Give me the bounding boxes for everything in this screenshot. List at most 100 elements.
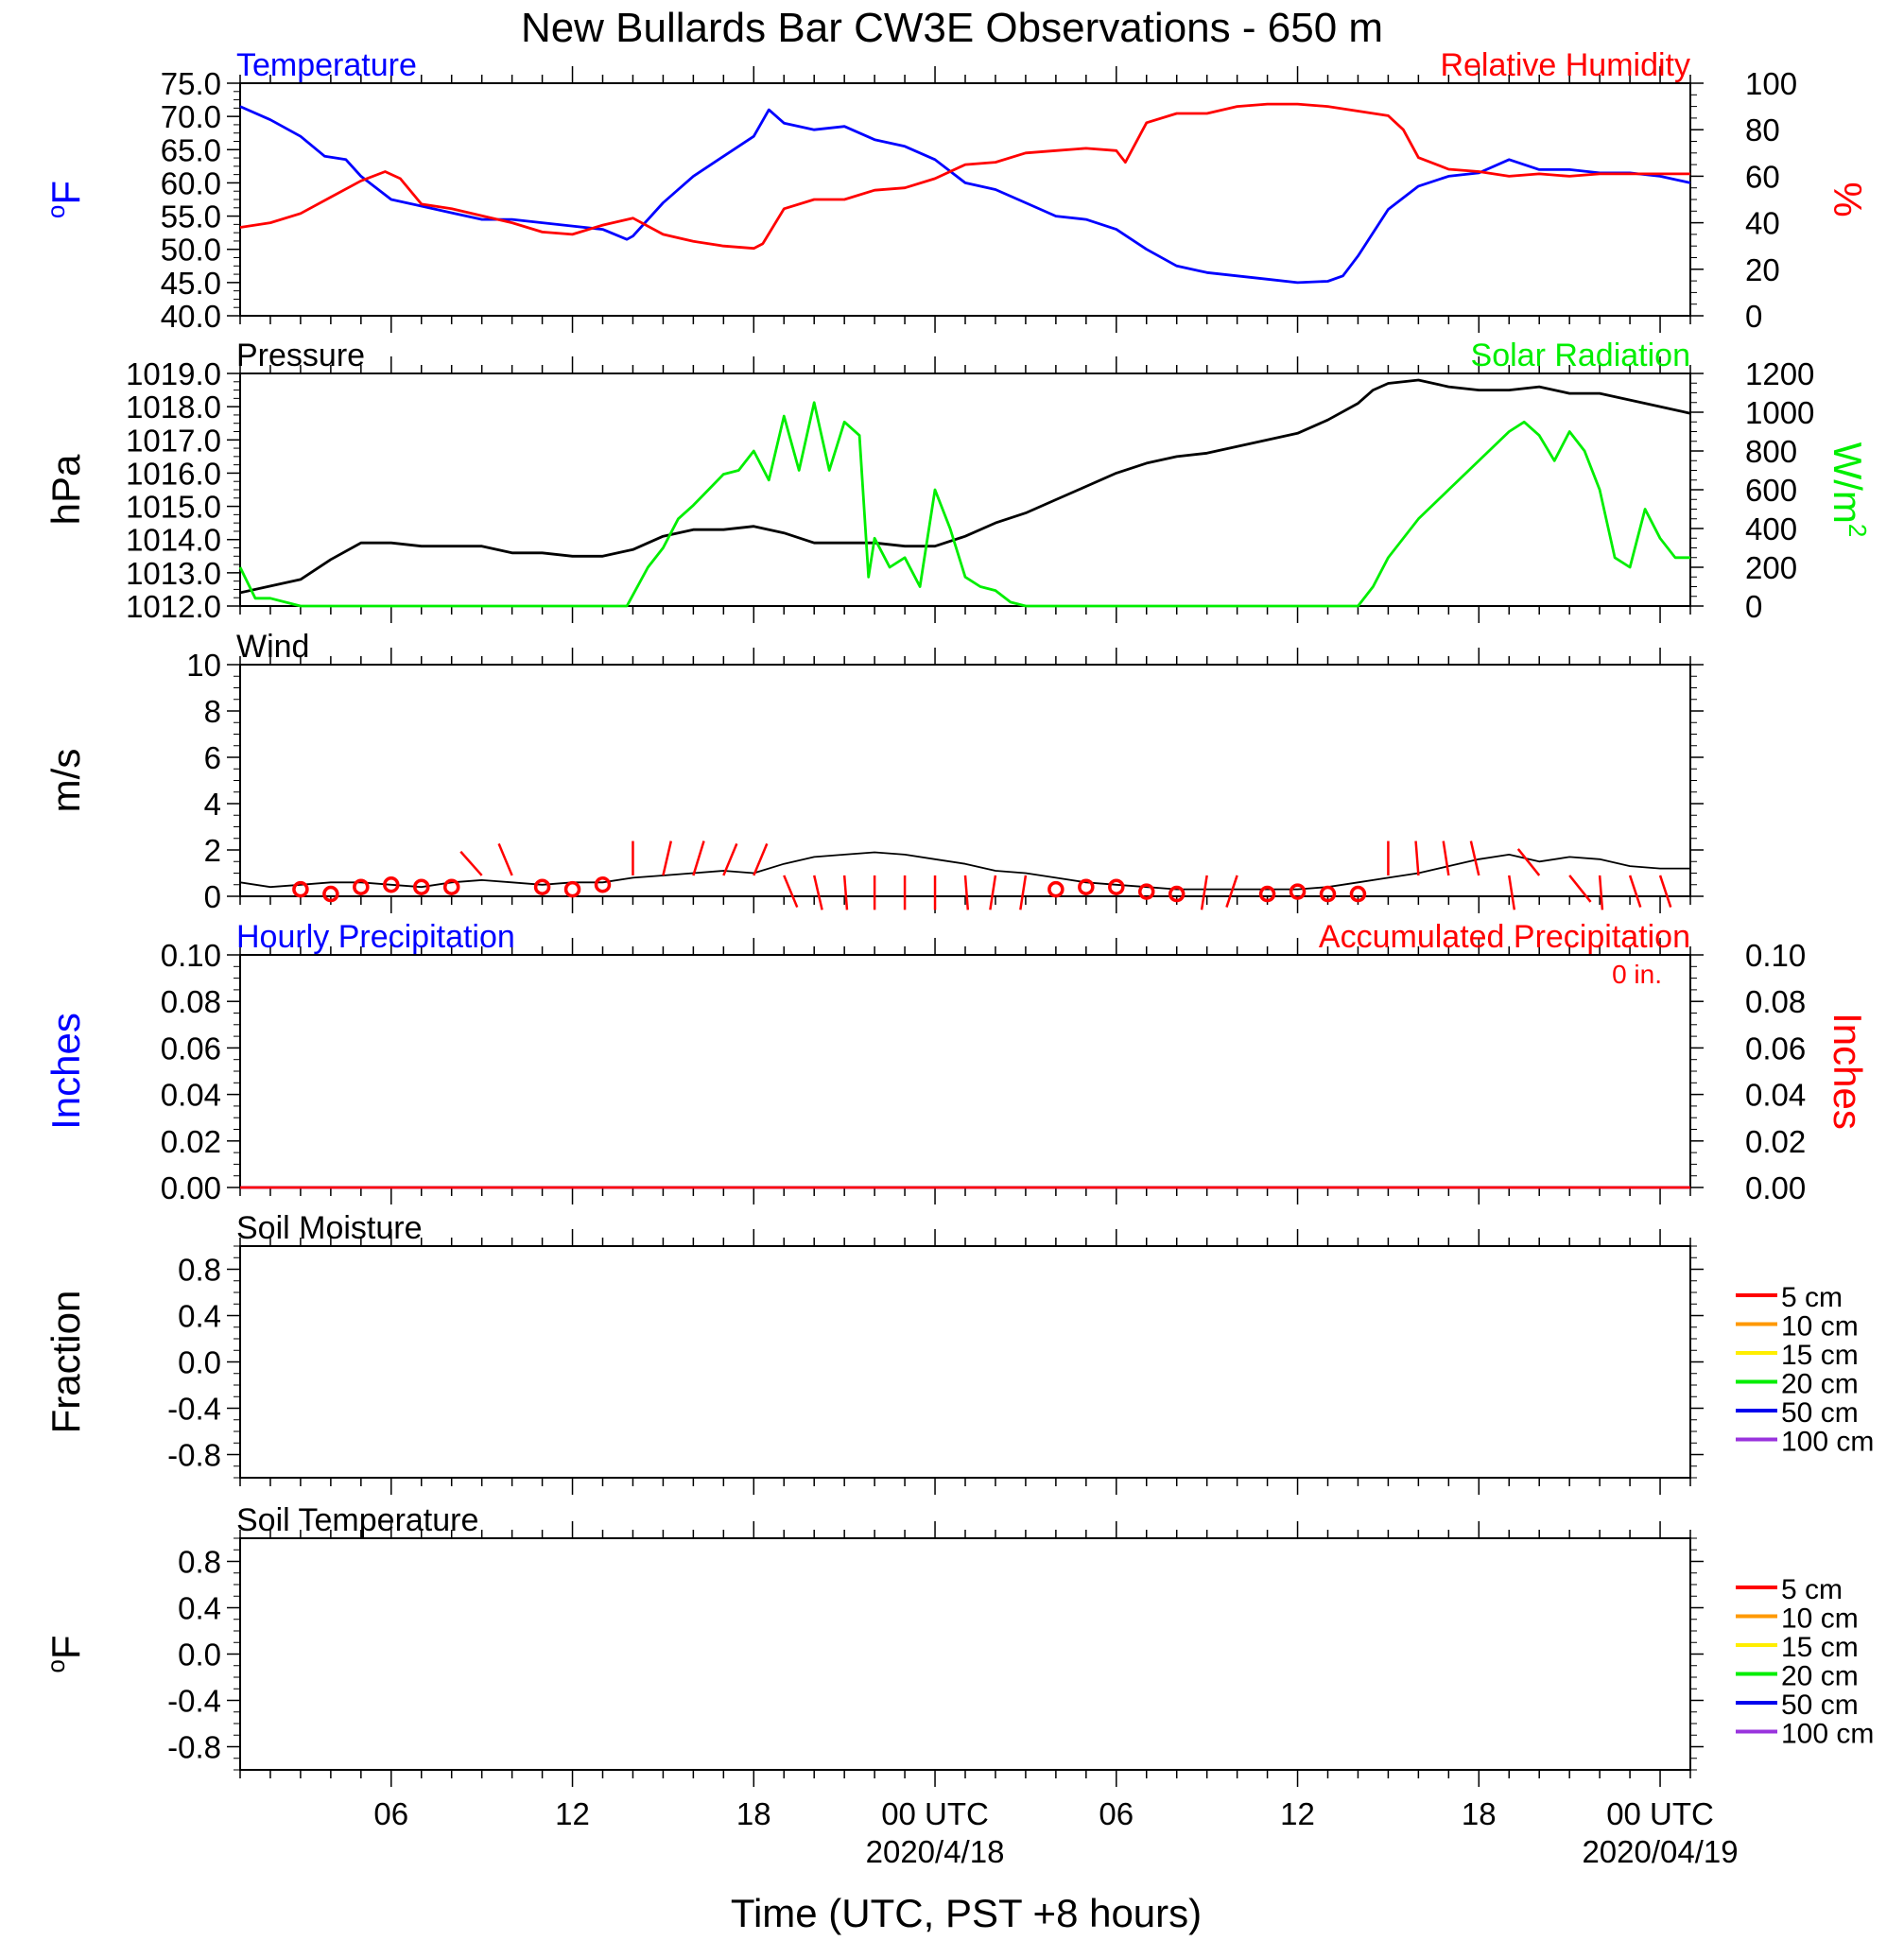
panel-precip: 0.00 0.02 0.04 0.06 0.08 0.10 0.00 0.02 0.04 0.06… [43, 919, 1870, 1205]
wind-barb [722, 842, 738, 876]
y-right-tick-label: 0.08 [1745, 984, 1806, 1019]
y-tick-label: 0.10 [161, 938, 221, 973]
y-tick-label: 40.0 [161, 299, 221, 334]
y-tick-label: 0.02 [161, 1124, 221, 1159]
y-right-tick-label: 1200 [1745, 356, 1814, 391]
x-tick-label: 00 UTC [1606, 1796, 1714, 1831]
wind-barb [497, 842, 513, 876]
panel-left-title: Temperature [236, 47, 417, 83]
y-tick-label: 0.04 [161, 1078, 221, 1113]
y-right-tick-label: 0.04 [1745, 1078, 1806, 1113]
y-tick-label: 0.06 [161, 1031, 221, 1066]
wind-barb [459, 850, 483, 876]
legend-label: 5 cm [1781, 1574, 1843, 1605]
x-tick-label: 06 [373, 1796, 408, 1831]
wind-calm-marker [1349, 885, 1367, 903]
y-tick-label: 8 [204, 694, 221, 729]
x-tick-label: 18 [736, 1796, 771, 1831]
wind-calm-marker [383, 876, 400, 893]
legend-label: 20 cm [1781, 1661, 1859, 1692]
series-line [239, 105, 1691, 285]
legend-label: 5 cm [1781, 1282, 1843, 1313]
y-right-tick-label: 0.00 [1745, 1170, 1806, 1205]
y-tick-label: 50.0 [161, 233, 221, 268]
y-tick-label: 0.0 [178, 1345, 221, 1380]
wind-calm-marker [594, 876, 612, 893]
wind-barb [989, 875, 997, 910]
y-axis-label-left: hPa [43, 454, 88, 525]
wind-calm-marker [292, 880, 309, 898]
plot-frame [239, 373, 1691, 607]
x-date-label: 2020/4/18 [866, 1834, 1005, 1869]
accum-total-label: 0 in. [1612, 960, 1662, 989]
legend-label: 20 cm [1781, 1369, 1859, 1400]
y-right-tick-label: 60 [1745, 159, 1780, 194]
wind-calm-marker [413, 878, 430, 895]
wind-calm-marker [1078, 878, 1095, 895]
wind-barb [1225, 875, 1238, 908]
y-right-tick-label: 0 [1745, 299, 1762, 334]
series-line [239, 378, 1691, 595]
y-tick-label: 2 [204, 833, 221, 868]
y-tick-label: -0.8 [167, 1730, 221, 1765]
panel-left-title: Hourly Precipitation [236, 919, 515, 955]
legend-label: 10 cm [1781, 1603, 1859, 1635]
y-tick-label: 0 [204, 879, 221, 914]
y-tick-label: 0.08 [161, 984, 221, 1019]
x-axis-label: Time (UTC, PST +8 hours) [731, 1891, 1202, 1935]
wind-barb [963, 875, 970, 910]
panels: 40.045.050.055.060.065.070.075.002040608… [42, 47, 1874, 1787]
plot-frame [239, 1245, 1691, 1479]
panel-right-title: Solar Radiation [1471, 338, 1690, 373]
y-right-tick-label: 0 [1745, 589, 1762, 624]
x-tick-label: 00 UTC [881, 1796, 989, 1831]
y-tick-label: 4 [204, 787, 221, 822]
y-right-tick-label: 1000 [1745, 395, 1814, 430]
y-axis-label-left: Fraction [43, 1291, 88, 1434]
y-tick-label: 0.8 [178, 1545, 221, 1580]
legend-label: 50 cm [1781, 1690, 1859, 1721]
wind-barb [1508, 875, 1516, 910]
wind-barb [1442, 841, 1450, 876]
wind-barb [783, 875, 799, 909]
y-tick-label: 45.0 [161, 266, 221, 301]
panel-pressure_solar: 1012.01013.01014.01015.01016.01017.01018… [43, 338, 1872, 624]
wind-calm-marker [1319, 885, 1337, 903]
panel-left-title: Pressure [236, 338, 365, 373]
y-right-tick-label: 0.02 [1745, 1124, 1806, 1159]
wind-calm-marker [563, 880, 581, 898]
panel-left-title: Soil Temperature [236, 1502, 478, 1538]
y-right-tick-label: 400 [1745, 511, 1797, 546]
y-tick-label: 1019.0 [126, 356, 221, 391]
x-tick-label: 12 [1280, 1796, 1315, 1831]
wind-calm-marker [1258, 885, 1276, 903]
y-tick-label: 1015.0 [126, 490, 221, 525]
wind-barb [1469, 841, 1480, 876]
y-tick-label: 1014.0 [126, 523, 221, 558]
y-axis-label-left: Inches [43, 1013, 88, 1130]
wind-barb [1414, 841, 1420, 876]
wind-barb [1598, 875, 1604, 910]
y-tick-label: 65.0 [161, 132, 221, 167]
y-right-tick-label: 0.06 [1745, 1031, 1806, 1066]
y-right-tick-label: 200 [1745, 550, 1797, 585]
panel-wind: 0 2 4 6 8 10 Wind m/s [43, 629, 1704, 914]
panel-left-title: Soil Moisture [236, 1210, 423, 1246]
y-tick-label: -0.4 [167, 1392, 221, 1427]
wind-calm-marker [533, 878, 551, 895]
wind-barb [1658, 875, 1672, 908]
y-tick-label: 0.4 [178, 1591, 221, 1626]
wind-calm-marker [1289, 883, 1307, 900]
y-tick-label: 60.0 [161, 165, 221, 200]
legend-label: 15 cm [1781, 1340, 1859, 1371]
plot-frame [239, 664, 1691, 897]
y-tick-label: 1017.0 [126, 423, 221, 458]
x-tick-label: 06 [1099, 1796, 1134, 1831]
y-tick-label: 55.0 [161, 199, 221, 234]
y-axis-label-left: oF [42, 181, 88, 218]
wind-calm-marker [322, 885, 339, 903]
panel-right-title: Accumulated Precipitation [1319, 919, 1690, 955]
legend-label: 50 cm [1781, 1397, 1859, 1429]
y-right-tick-label: 0.10 [1745, 938, 1806, 973]
